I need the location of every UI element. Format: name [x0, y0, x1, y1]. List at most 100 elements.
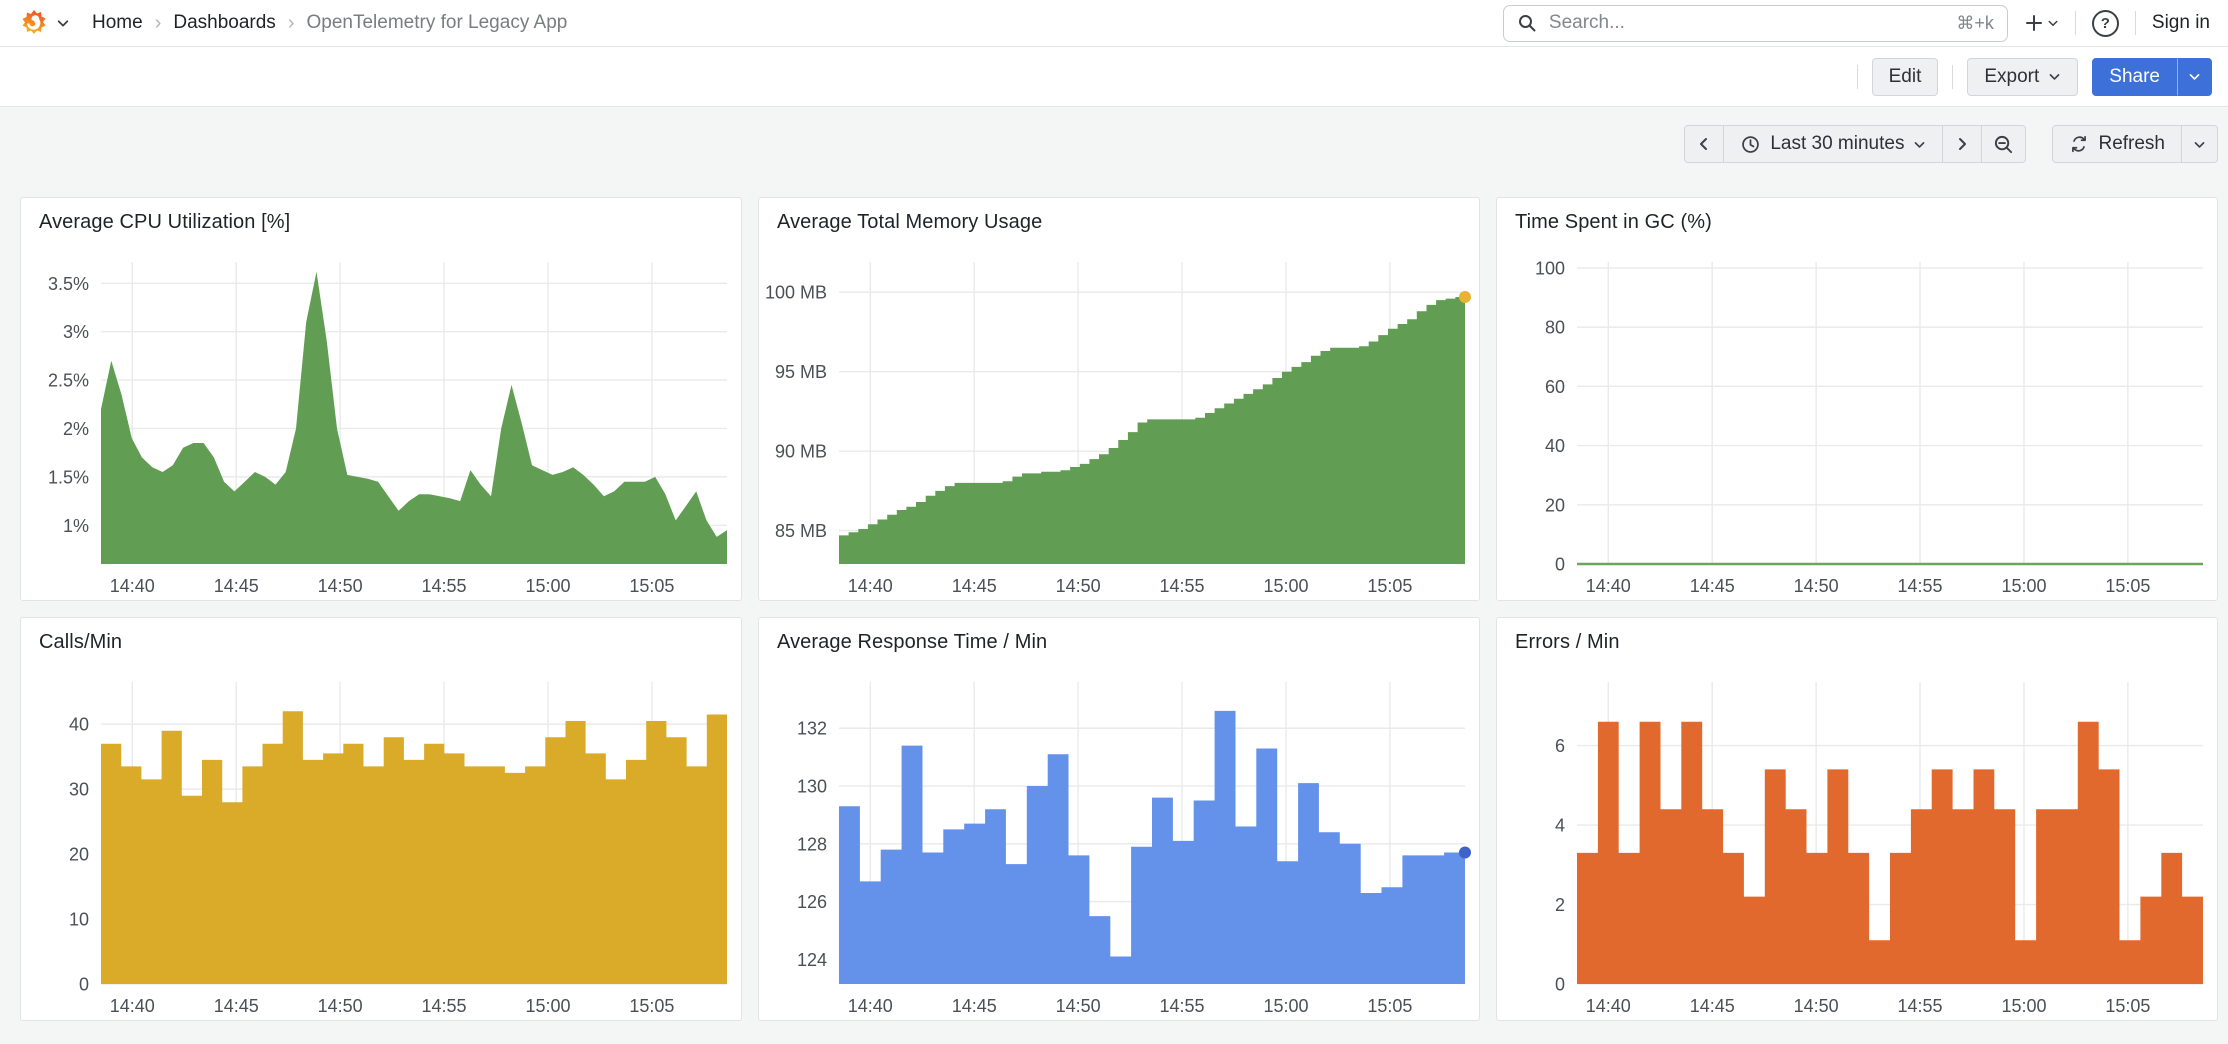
svg-text:124: 124 — [797, 950, 827, 970]
chevron-down-icon — [2194, 141, 2205, 148]
divider — [2134, 11, 2136, 35]
svg-text:14:50: 14:50 — [1056, 576, 1101, 596]
chevron-down-icon — [1915, 141, 1925, 148]
export-button[interactable]: Export — [1967, 57, 2079, 96]
svg-text:128: 128 — [797, 834, 827, 854]
svg-text:14:45: 14:45 — [1690, 996, 1735, 1016]
header-actions: ⌘+k ? Sign in — [1502, 4, 2210, 42]
share-button-label: Share — [2109, 65, 2160, 87]
svg-text:15:00: 15:00 — [2001, 576, 2046, 596]
svg-text:10: 10 — [69, 910, 89, 930]
divider — [1952, 64, 1954, 89]
svg-text:85 MB: 85 MB — [775, 521, 827, 541]
svg-text:15:05: 15:05 — [629, 576, 674, 596]
time-shift-forward-button[interactable] — [1942, 125, 1983, 163]
divider — [2074, 11, 2076, 35]
help-button[interactable]: ? — [2091, 9, 2119, 37]
svg-text:15:05: 15:05 — [1367, 576, 1412, 596]
svg-text:14:55: 14:55 — [1898, 996, 1943, 1016]
panel-title: Average Total Memory Usage — [777, 211, 1043, 233]
svg-text:14:40: 14:40 — [848, 576, 893, 596]
share-button[interactable]: Share — [2092, 57, 2177, 96]
svg-text:40: 40 — [69, 715, 89, 735]
edit-button-label: Edit — [1888, 65, 1922, 87]
svg-text:1%: 1% — [63, 516, 89, 536]
calls-per-min-chart[interactable]: 14:40 14:45 14:50 14:55 15:00 15:05 0 10 20 30 40 — [21, 618, 741, 1020]
export-button-label: Export — [1984, 65, 2040, 87]
svg-text:14:55: 14:55 — [422, 996, 467, 1016]
svg-text:14:45: 14:45 — [952, 576, 997, 596]
svg-text:14:50: 14:50 — [1794, 996, 1839, 1016]
time-controls: Last 30 minutes Refresh — [0, 125, 2218, 163]
svg-text:14:40: 14:40 — [1586, 576, 1631, 596]
svg-text:15:00: 15:00 — [525, 576, 570, 596]
refresh-button[interactable]: Refresh — [2052, 125, 2182, 163]
svg-text:130: 130 — [797, 777, 827, 797]
svg-text:15:05: 15:05 — [1367, 996, 1412, 1016]
sign-in-button[interactable]: Sign in — [2151, 12, 2210, 33]
plus-icon — [2025, 15, 2042, 31]
new-menu-button[interactable] — [2024, 13, 2059, 33]
svg-text:2.5%: 2.5% — [48, 371, 89, 391]
svg-text:14:45: 14:45 — [952, 996, 997, 1016]
panel-title: Average Response Time / Min — [777, 631, 1048, 653]
svg-text:14:55: 14:55 — [1160, 576, 1205, 596]
svg-text:0: 0 — [1555, 975, 1565, 995]
svg-text:0: 0 — [79, 975, 89, 995]
chevron-down-icon — [2049, 74, 2060, 80]
response-time-chart[interactable]: 14:40 14:45 14:50 14:55 15:00 15:05 124 126 128 1… — [759, 618, 1479, 1020]
svg-text:15:05: 15:05 — [2105, 996, 2150, 1016]
panel-memory-usage: Average Total Memory Usage 14:40 14:45 14:… — [758, 197, 1480, 601]
time-range-label: Last 30 minutes — [1770, 133, 1905, 154]
refresh-button-label: Refresh — [2098, 133, 2165, 154]
chevron-down-icon — [2048, 20, 2058, 26]
svg-text:14:55: 14:55 — [1160, 996, 1205, 1016]
time-range-group: Last 30 minutes — [1684, 125, 2027, 163]
zoom-out-time-button[interactable] — [1981, 125, 2027, 163]
refresh-interval-dropdown[interactable] — [2181, 125, 2218, 163]
svg-text:15:05: 15:05 — [629, 996, 674, 1016]
dashboard-toolbar: Edit Export Share — [0, 47, 2228, 107]
breadcrumb-dashboards[interactable]: Dashboards — [173, 12, 276, 33]
edit-button[interactable]: Edit — [1871, 57, 1939, 96]
svg-text:6: 6 — [1555, 736, 1565, 756]
gc-time-chart[interactable]: 14:40 14:45 14:50 14:55 15:00 15:05 0 20 40 60 80 1… — [1497, 198, 2217, 600]
clock-icon — [1742, 135, 1760, 153]
cpu-utilization-chart[interactable]: 14:40 14:45 14:50 14:55 15:00 15:05 1% 1.5% 2% 2.… — [21, 198, 741, 600]
svg-text:15:00: 15:00 — [1263, 996, 1308, 1016]
chevron-down-icon — [2189, 74, 2200, 80]
svg-text:3.5%: 3.5% — [48, 274, 89, 294]
svg-text:14:40: 14:40 — [848, 996, 893, 1016]
share-dropdown-button[interactable] — [2177, 57, 2212, 96]
panel-title: Average CPU Utilization [%] — [39, 211, 291, 233]
svg-text:30: 30 — [69, 780, 89, 800]
svg-text:132: 132 — [797, 719, 827, 739]
svg-text:20: 20 — [1545, 495, 1565, 515]
panel-title: Errors / Min — [1515, 631, 1620, 653]
zoom-out-icon — [1995, 135, 2013, 153]
breadcrumb: Home › Dashboards › OpenTelemetry for Le… — [92, 12, 567, 35]
search-input[interactable] — [1546, 11, 1947, 35]
svg-text:20: 20 — [69, 845, 89, 865]
svg-text:15:00: 15:00 — [525, 996, 570, 1016]
svg-text:14:45: 14:45 — [214, 576, 259, 596]
memory-usage-chart[interactable]: 14:40 14:45 14:50 14:55 15:00 15:05 85 MB 90 MB… — [759, 198, 1479, 600]
org-switcher[interactable] — [18, 7, 70, 39]
search-shortcut: ⌘+k — [1956, 12, 1994, 33]
time-shift-back-button[interactable] — [1684, 125, 1725, 163]
svg-text:90 MB: 90 MB — [775, 442, 827, 462]
svg-text:14:55: 14:55 — [422, 576, 467, 596]
svg-text:100 MB: 100 MB — [765, 283, 827, 303]
search-box[interactable]: ⌘+k — [1502, 4, 2008, 42]
svg-text:14:40: 14:40 — [110, 576, 155, 596]
svg-text:0: 0 — [1555, 555, 1565, 575]
time-range-picker[interactable]: Last 30 minutes — [1723, 125, 1944, 163]
svg-text:14:45: 14:45 — [214, 996, 259, 1016]
refresh-group: Refresh — [2052, 125, 2218, 163]
svg-text:1.5%: 1.5% — [48, 467, 89, 487]
svg-text:40: 40 — [1545, 436, 1565, 456]
errors-per-min-chart[interactable]: 14:40 14:45 14:50 14:55 15:00 15:05 0 2 4 6 — [1497, 618, 2217, 1020]
svg-text:14:55: 14:55 — [1898, 576, 1943, 596]
panel-response-time: Average Response Time / Min 14:40 14:45 14… — [758, 617, 1480, 1021]
breadcrumb-home[interactable]: Home — [92, 12, 143, 33]
